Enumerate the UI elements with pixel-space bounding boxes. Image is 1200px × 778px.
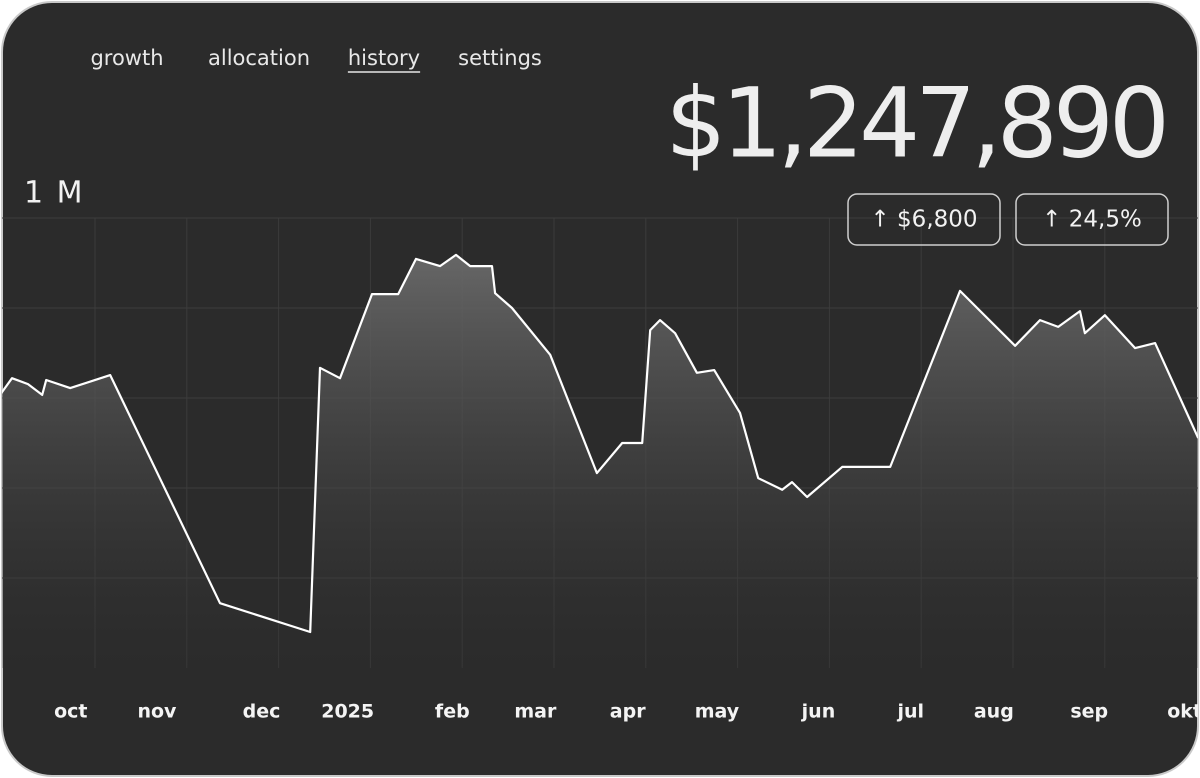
x-tick-label: jul [896,701,924,723]
line [2,253,1198,634]
balance: $1,247,890 [665,67,1165,179]
change-percent: ↑ 24,5% [1042,207,1142,233]
x-tick-label: mar [514,701,557,723]
chart: 1 M oct nov dec 2025 feb mar apr may jun jul aug sep… [2,176,1200,723]
nav-tab[interactable]: settings [458,46,542,70]
change-amount-badge [847,193,1001,246]
x-tick-label: okt [1167,701,1200,723]
x-tick-label: dec [243,701,281,723]
x-tick-label: apr [610,701,646,723]
change-amount: ↑ $6,800 [870,207,977,233]
area-fill [2,254,1198,668]
x-tick-label: feb [435,701,470,723]
x-tick-label: nov [137,701,177,723]
x-tick-label: sep [1070,701,1108,723]
x-tick-label: jun [801,701,836,723]
x-tick-label: oct [54,701,87,723]
card-content: 1 M oct nov dec 2025 feb mar apr may jun jul aug sep… [2,46,1200,723]
nav-tab[interactable]: history [348,46,420,70]
y-tick-label: 1 M [24,176,85,211]
x-tick-label: aug [974,701,1014,723]
x-tick-label: 2025 [321,701,374,723]
nav-tab[interactable]: growth [90,46,163,70]
nav-tab[interactable]: allocation [208,46,310,70]
nav: growth allocation history settings [90,46,542,73]
change-percent-badge [1015,193,1169,246]
x-tick-label: may [695,701,740,723]
